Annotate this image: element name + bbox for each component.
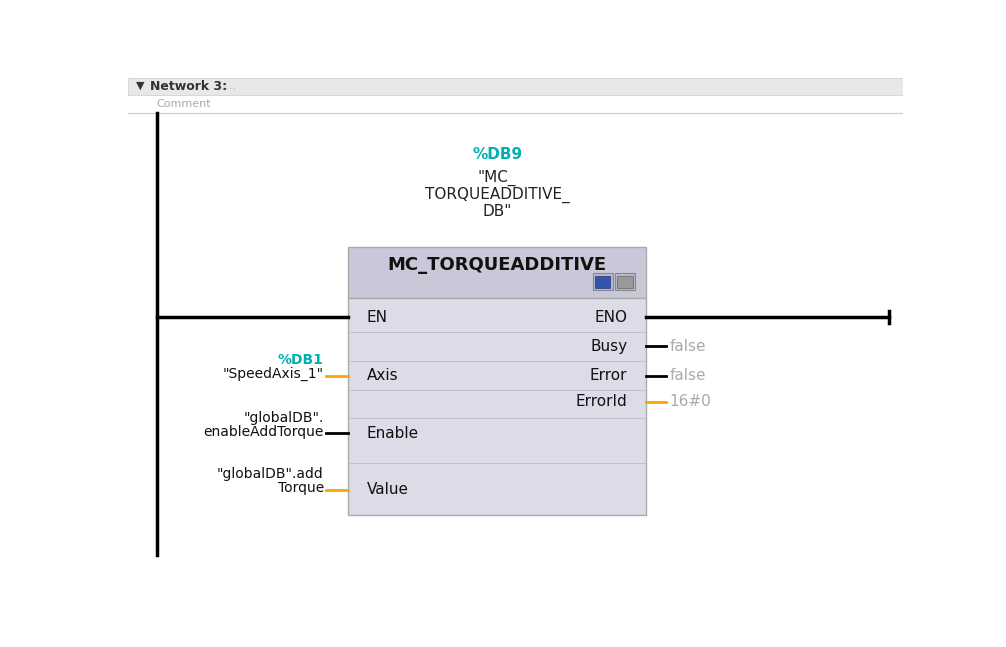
Text: EN: EN xyxy=(367,310,388,325)
Text: "SpeedAxis_1": "SpeedAxis_1" xyxy=(222,367,324,381)
Bar xyxy=(615,273,635,290)
Bar xyxy=(348,247,647,298)
Bar xyxy=(348,298,647,515)
Text: Comment: Comment xyxy=(156,99,210,109)
Bar xyxy=(593,273,613,290)
Text: MC_TORQUEADDITIVE: MC_TORQUEADDITIVE xyxy=(387,256,607,274)
Text: "globalDB".: "globalDB". xyxy=(243,411,324,425)
Text: %DB9: %DB9 xyxy=(472,147,522,162)
Text: DB": DB" xyxy=(483,204,512,219)
Text: %DB1: %DB1 xyxy=(278,353,324,367)
Text: Axis: Axis xyxy=(367,368,398,383)
Text: "MC_: "MC_ xyxy=(478,170,516,186)
Bar xyxy=(618,276,633,288)
Text: ErrorId: ErrorId xyxy=(575,394,627,410)
Text: Error: Error xyxy=(590,368,627,383)
Text: enableAddTorque: enableAddTorque xyxy=(203,425,324,439)
Bar xyxy=(595,276,611,288)
Text: Torque: Torque xyxy=(278,481,324,495)
Text: Enable: Enable xyxy=(367,426,420,441)
Text: .....: ..... xyxy=(219,81,237,91)
Text: 16#0: 16#0 xyxy=(670,394,711,410)
Text: false: false xyxy=(670,339,706,354)
Text: Busy: Busy xyxy=(591,339,627,354)
Text: "globalDB".add: "globalDB".add xyxy=(217,467,324,481)
Text: ENO: ENO xyxy=(595,310,627,325)
Text: Network 3:: Network 3: xyxy=(150,80,227,93)
Bar xyxy=(129,94,902,113)
Text: false: false xyxy=(670,368,706,383)
Text: TORQUEADDITIVE_: TORQUEADDITIVE_ xyxy=(425,186,569,203)
Bar xyxy=(129,78,902,94)
Text: Value: Value xyxy=(367,482,409,497)
Text: ▼: ▼ xyxy=(136,81,145,91)
